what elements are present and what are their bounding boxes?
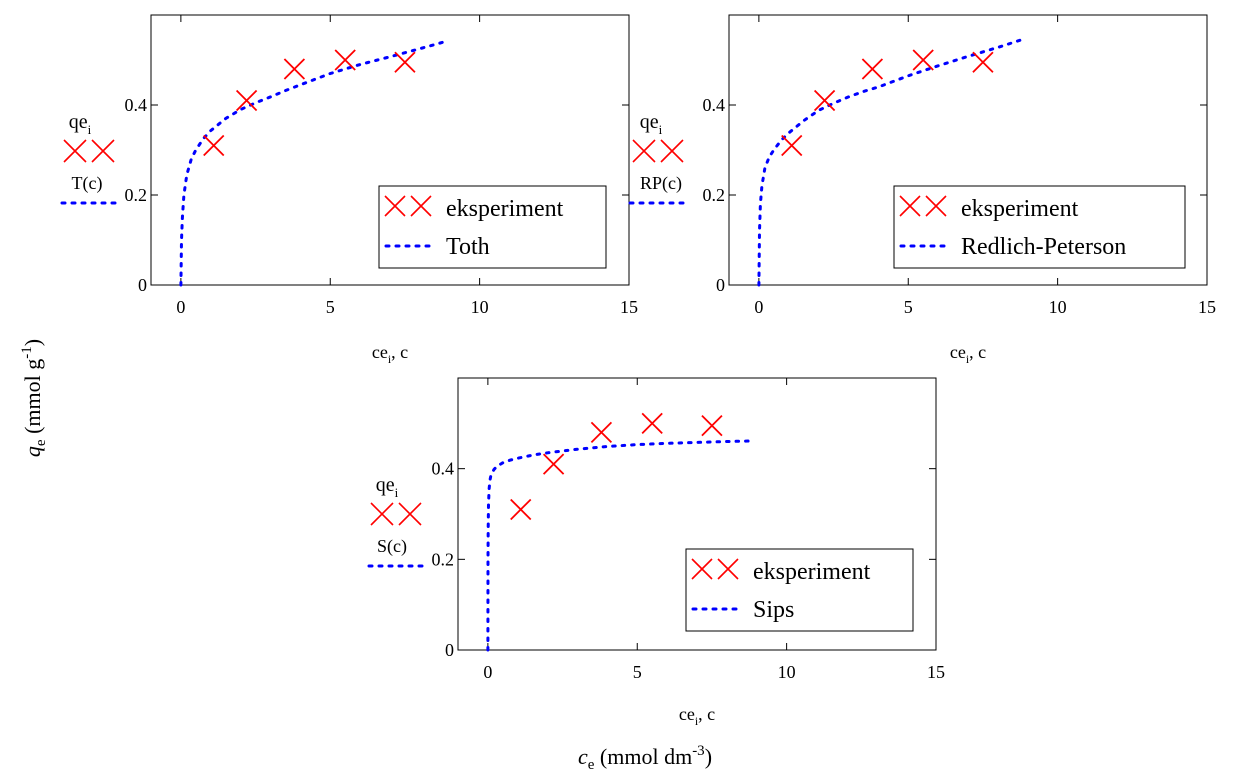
- y-tick-label: 0.2: [432, 549, 455, 569]
- panel-toth: qei T(c) cei, c eksperiment Toth: [60, 14, 630, 366]
- model-curve: [486, 439, 753, 652]
- legend-marker-x: [717, 558, 739, 580]
- data-point: [510, 498, 532, 521]
- y-function-label: T(c): [72, 173, 103, 194]
- plot-frame: [150, 14, 630, 286]
- legend: eksperiment Toth: [378, 185, 607, 269]
- y-tick-label: 0.2: [703, 185, 726, 205]
- legend-marker-x: [925, 195, 947, 217]
- data-point: [972, 51, 994, 73]
- data-point: [394, 51, 416, 73]
- data-point: [861, 58, 884, 80]
- legend-label-experiment: eksperiment: [961, 196, 1079, 222]
- legend-label-model: Redlich-Peterson: [961, 234, 1126, 260]
- y-tick-label: 0.2: [125, 185, 148, 205]
- legend-marker-x: [63, 139, 87, 163]
- legend-marker-x: [398, 502, 422, 526]
- data-point: [912, 49, 934, 71]
- legend-marker-x: [691, 558, 713, 580]
- legend-marker-x: [384, 195, 406, 217]
- legend-label-model: Sips: [753, 597, 794, 623]
- y-label-marker-pair: [63, 139, 115, 163]
- y-tick-label: 0.4: [125, 95, 148, 115]
- plot-frame: [457, 377, 937, 651]
- legend-label-experiment: eksperiment: [753, 559, 871, 585]
- y-tick-label: 0: [445, 640, 454, 660]
- y-tick-label: 0.4: [432, 459, 455, 479]
- x-tick-label: 0: [176, 297, 185, 317]
- y-tick-label: 0: [716, 275, 725, 295]
- y-expression-label: qei: [69, 111, 92, 137]
- legend-box: [685, 548, 914, 632]
- legend: eksperiment Redlich-Peterson: [893, 185, 1186, 269]
- legend: eksperiment Sips: [685, 548, 914, 632]
- data-point: [590, 421, 613, 444]
- x-axis-label: cei, c: [679, 704, 715, 728]
- x-tick-label: 15: [620, 297, 638, 317]
- data-point: [781, 134, 803, 157]
- x-tick-label: 5: [326, 297, 335, 317]
- legend-marker-x: [632, 139, 656, 163]
- x-tick-label: 15: [927, 662, 945, 682]
- x-tick-label: 0: [754, 297, 763, 317]
- legend-marker-x: [899, 195, 921, 217]
- legend-marker-x: [370, 502, 394, 526]
- y-function-label: S(c): [377, 536, 407, 557]
- y-expression-label: qei: [640, 111, 663, 137]
- data-point: [203, 134, 225, 157]
- legend-marker-x: [410, 195, 432, 217]
- legend-label-model: Toth: [446, 234, 490, 260]
- plot-marks-toth: 0 5 10 15 0 0.2 0.4: [125, 15, 638, 317]
- y-expression-label: qei: [376, 474, 399, 500]
- legend-box: [378, 185, 607, 269]
- y-label-marker-pair: [370, 502, 422, 526]
- plot-marks-redlich-peterson: 0 5 10 15 0 0.2 0.4: [703, 15, 1216, 317]
- x-axis-label: cei, c: [372, 342, 408, 366]
- data-point: [334, 49, 356, 71]
- legend-marker-x: [91, 139, 115, 163]
- y-tick-label: 0: [138, 275, 147, 295]
- figure-y-axis-title: qe (mmol g-1): [19, 339, 49, 457]
- y-tick-label: 0.4: [703, 95, 726, 115]
- x-tick-label: 10: [471, 297, 489, 317]
- model-curve: [757, 38, 1024, 287]
- legend-marker-x: [660, 139, 684, 163]
- x-tick-label: 15: [1198, 297, 1216, 317]
- plot-marks-sips: 0 5 10 15 0 0.2 0.4: [432, 378, 945, 682]
- data-point: [283, 58, 306, 80]
- plot-frame: [728, 14, 1208, 286]
- data-point: [813, 89, 836, 112]
- data-point: [542, 453, 565, 475]
- x-tick-label: 10: [778, 662, 796, 682]
- x-tick-label: 5: [633, 662, 642, 682]
- data-point: [701, 414, 723, 437]
- y-label-marker-pair: [632, 139, 684, 163]
- data-point: [641, 412, 663, 434]
- x-tick-label: 5: [904, 297, 913, 317]
- x-tick-label: 10: [1049, 297, 1067, 317]
- figure-x-axis-title: ce (mmol dm-3): [578, 743, 712, 772]
- legend-label-experiment: eksperiment: [446, 196, 564, 222]
- data-point: [235, 89, 258, 112]
- x-axis-label: cei, c: [950, 342, 986, 366]
- panel-sips: qei S(c) cei, c eksperiment Sips: [367, 377, 937, 728]
- model-curve: [179, 40, 446, 287]
- panel-redlich-peterson: qei RP(c) cei, c eksperiment Redlich-Pet…: [628, 14, 1208, 366]
- x-tick-label: 0: [483, 662, 492, 682]
- y-function-label: RP(c): [640, 173, 682, 194]
